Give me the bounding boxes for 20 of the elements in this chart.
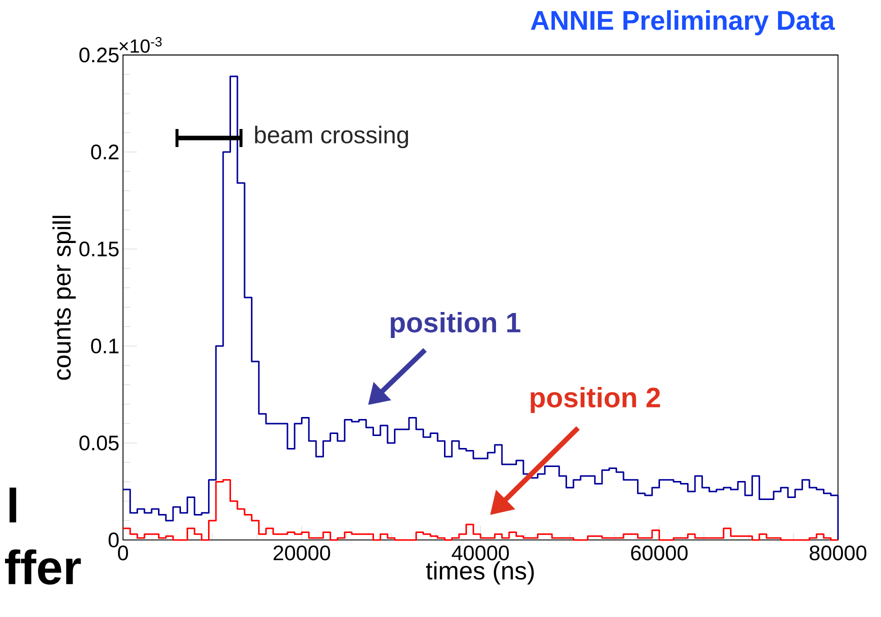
x-axis-title: times (ns) xyxy=(426,561,534,585)
y-axis-title: counts per spill xyxy=(52,216,76,380)
x-tick-label: 60000 xyxy=(631,546,688,560)
text: ffer xyxy=(5,549,81,585)
y-tick-label: 0.05 xyxy=(79,436,119,450)
y-tick-label: 0 xyxy=(108,532,119,548)
y-tick-label: 0.15 xyxy=(79,242,119,256)
y-tick-label: 0.1 xyxy=(91,338,118,354)
x-tick-label: 20000 xyxy=(274,546,330,560)
chart-title: ANNIE Preliminary Data xyxy=(530,10,835,36)
x-tick-label: 80000 xyxy=(810,546,866,560)
text: l xyxy=(10,488,16,522)
x-tick-label: 0 xyxy=(118,546,128,560)
annotation: beam crossing xyxy=(255,126,408,148)
annotation: position 1 xyxy=(390,312,520,338)
y-tick-label: 0.2 xyxy=(91,144,118,160)
annotation: position 2 xyxy=(530,386,660,414)
text: ×10$^{-3}$ xyxy=(120,37,162,53)
y-tick-label: 0.25 xyxy=(79,48,119,62)
x-tick-label: 40000 xyxy=(452,546,509,560)
